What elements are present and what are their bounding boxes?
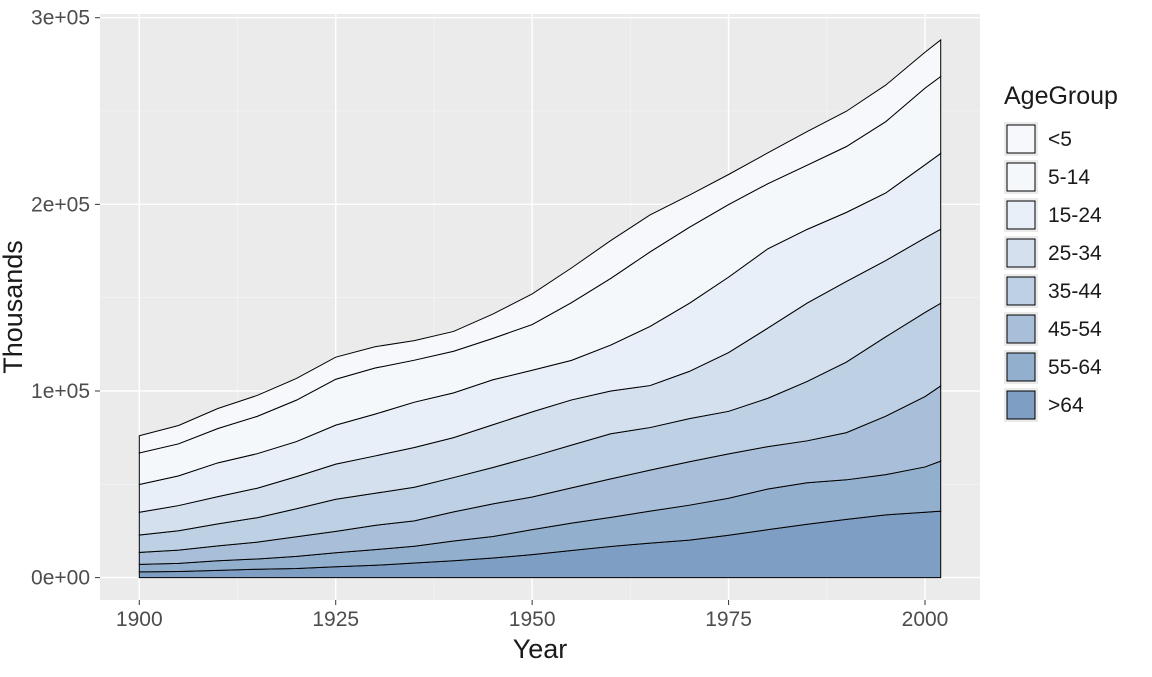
x-tick-label: 1900 xyxy=(116,608,163,631)
legend-label: 55-64 xyxy=(1048,356,1102,379)
y-tick-label: 3e+05 xyxy=(31,7,90,30)
y-axis-title: Thousands xyxy=(0,240,28,374)
legend-label: 15-24 xyxy=(1048,204,1102,227)
legend-swatch xyxy=(1007,125,1035,153)
legend-swatch xyxy=(1007,163,1035,191)
x-tick-label: 1925 xyxy=(312,608,359,631)
x-axis-title: Year xyxy=(513,634,568,664)
legend-swatch xyxy=(1007,315,1035,343)
legend: AgeGroup <5 5-14 15-24 25-34 35-44 45-54 55-64 >… xyxy=(1004,82,1118,422)
legend-title: AgeGroup xyxy=(1004,82,1118,110)
legend-label: 5-14 xyxy=(1048,166,1090,189)
legend-swatch xyxy=(1007,201,1035,229)
legend-label: <5 xyxy=(1048,128,1072,151)
chart-svg: 1900 1925 1950 1975 2000 0e+00 1e+05 2e+05 3e+05… xyxy=(0,0,1152,672)
legend-label: 25-34 xyxy=(1048,242,1102,265)
legend-label: 45-54 xyxy=(1048,318,1102,341)
area-chart: 1900 1925 1950 1975 2000 0e+00 1e+05 2e+05 3e+05… xyxy=(0,0,1152,672)
x-tick-label: 2000 xyxy=(902,608,949,631)
y-tick-label: 1e+05 xyxy=(31,380,90,403)
legend-swatch xyxy=(1007,277,1035,305)
legend-swatch xyxy=(1007,239,1035,267)
legend-swatch xyxy=(1007,391,1035,419)
legend-label: 35-44 xyxy=(1048,280,1102,303)
y-tick-label: 0e+00 xyxy=(31,567,90,590)
y-tick-label: 2e+05 xyxy=(31,193,90,216)
x-tick-label: 1975 xyxy=(705,608,752,631)
legend-label: >64 xyxy=(1048,394,1084,417)
legend-swatch xyxy=(1007,353,1035,381)
x-tick-label: 1950 xyxy=(509,608,556,631)
